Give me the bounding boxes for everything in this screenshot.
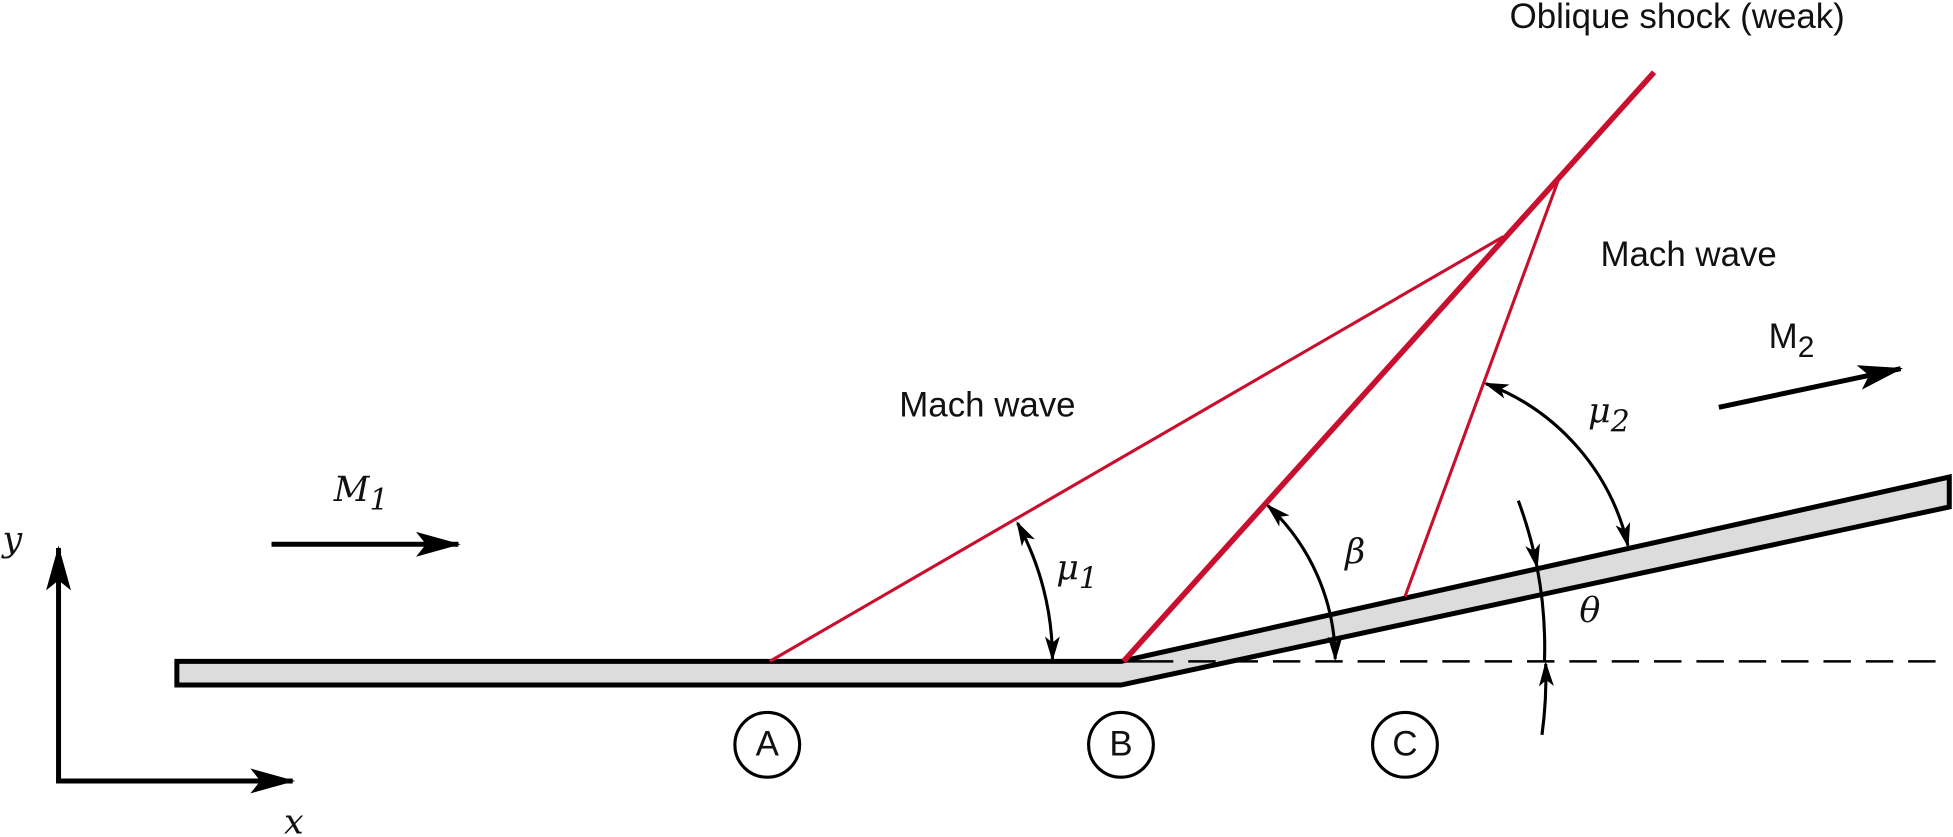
- flow-arrow-m2: [1718, 365, 1904, 410]
- point-marker: [1087, 710, 1155, 779]
- subscript: 1: [370, 483, 389, 518]
- angle-mu1-head: [1016, 520, 1035, 547]
- mach-wave-label: Mach wave: [1601, 235, 1777, 274]
- angle-mu2: [1485, 382, 1631, 548]
- point-label: C: [1392, 724, 1417, 763]
- mach-wave-1: [768, 235, 1505, 663]
- subscript: 2: [1610, 404, 1630, 439]
- mach-wave-label: Mach wave: [899, 386, 1075, 425]
- angle-mu1: [1016, 522, 1060, 662]
- mu1-label: μ1: [1056, 548, 1098, 596]
- point-marker: [733, 710, 802, 779]
- mu2-label: μ2: [1588, 392, 1630, 440]
- oblique-shock: [1121, 70, 1657, 664]
- symbol: μ: [1056, 548, 1079, 588]
- y-axis-label: y: [0, 520, 23, 560]
- m1-label: M1: [333, 470, 389, 518]
- angle-theta-arc: [1535, 566, 1547, 662]
- symbol: μ: [1588, 392, 1611, 432]
- mach-wave-2: [1403, 180, 1560, 598]
- symbol: M: [333, 470, 371, 510]
- angle-theta-top: [1516, 500, 1540, 570]
- x-axis-label: x: [284, 803, 304, 837]
- shock-label: Oblique shock (weak): [1510, 0, 1845, 36]
- subscript: 2: [1798, 331, 1815, 364]
- angle-theta-bottom: [1538, 661, 1554, 736]
- subscript: 1: [1079, 561, 1098, 596]
- symbol: M: [1769, 317, 1798, 356]
- beta-label: β: [1343, 532, 1365, 572]
- m2-label: M2: [1769, 317, 1815, 364]
- theta-label: θ: [1579, 591, 1600, 631]
- point-label: B: [1109, 724, 1132, 763]
- point-label: A: [756, 724, 780, 763]
- point-marker: [1371, 710, 1439, 779]
